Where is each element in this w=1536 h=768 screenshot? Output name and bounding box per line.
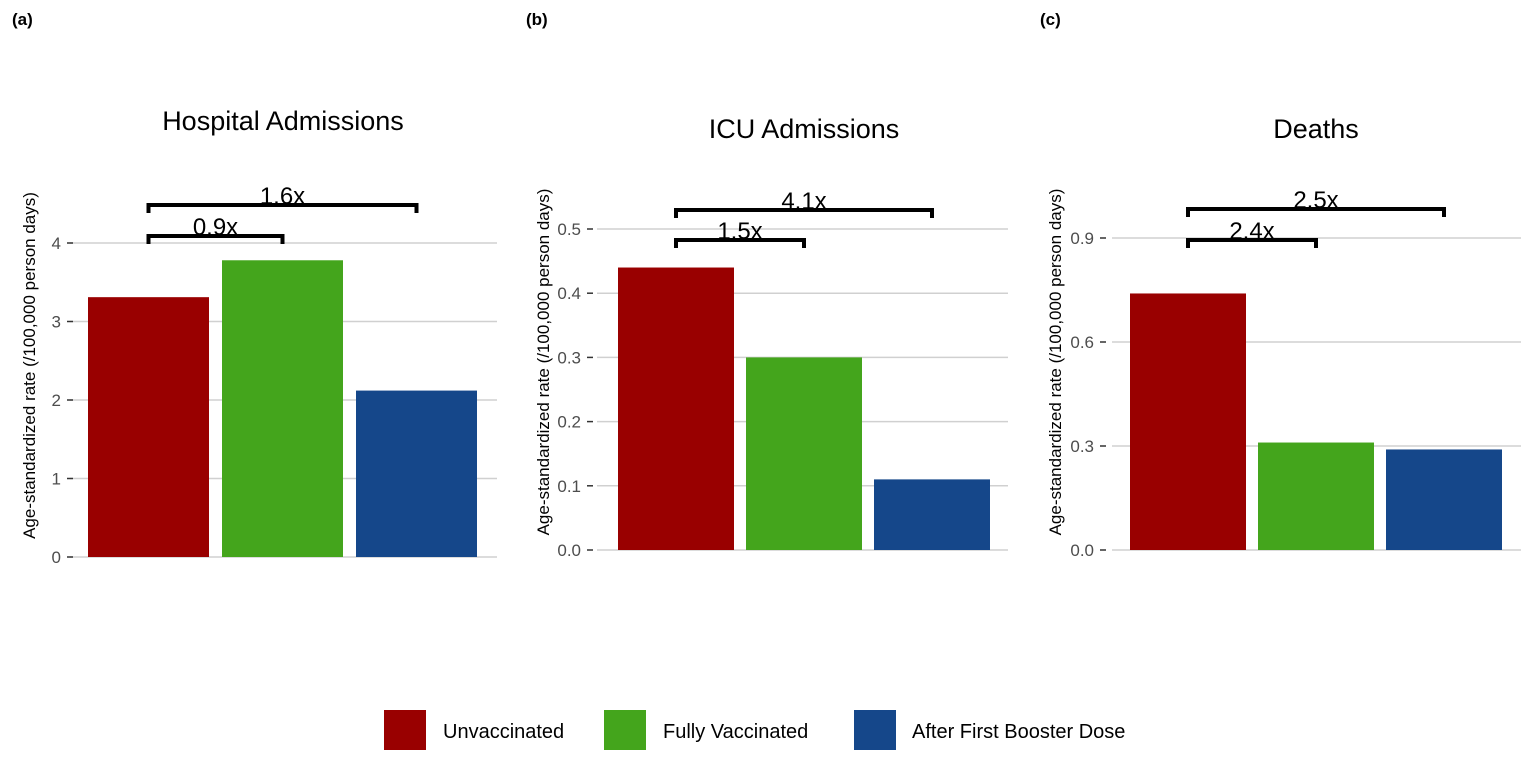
legend-label: Unvaccinated [443,721,564,743]
comparison-label: 2.4x [1229,218,1274,245]
panel-c: (c) Deaths Age-standardized rate (/100,000… [1040,10,1521,560]
y-tick-label: 0.0 [557,541,581,560]
bar-after-first-booster-dose [874,479,990,550]
bar-after-first-booster-dose [356,390,477,557]
bar-after-first-booster-dose [1386,449,1502,550]
legend-swatch [384,710,426,750]
comparison-bracket [146,203,419,213]
y-tick-label: 4 [52,234,61,253]
legend-label: Fully Vaccinated [663,721,808,743]
y-axis-label: Age-standardized rate (/100,000 person d… [534,189,553,536]
y-tick-label: 0.5 [557,220,581,239]
y-tick-label: 0.6 [1070,333,1094,352]
comparison-label: 1.6x [260,183,305,210]
bar-fully-vaccinated [1258,442,1374,550]
panel-title: Deaths [1273,114,1359,144]
legend-swatch [604,710,646,750]
comparison-label: 4.1x [781,188,826,215]
panel-title: ICU Admissions [709,114,900,144]
comparison-label: 1.5x [717,218,762,245]
comparison-bracket [674,208,934,218]
comparison-label: 0.9x [193,214,238,241]
y-axis-label: Age-standardized rate (/100,000 person d… [1046,189,1065,536]
y-tick-label: 0.9 [1070,229,1094,248]
bar-unvaccinated [1130,293,1246,550]
comparison-bracket [1186,207,1446,217]
comparison-bracket [674,238,806,248]
y-tick-label: 0.0 [1070,541,1094,560]
y-tick-label: 0.3 [1070,437,1094,456]
panel-label: (a) [12,10,33,29]
y-tick-label: 0 [52,548,61,567]
panel-label: (c) [1040,10,1061,29]
y-tick-label: 2 [52,391,61,410]
y-tick-label: 0.3 [557,348,581,367]
y-tick-label: 1 [52,470,61,489]
panel-title: Hospital Admissions [162,106,404,136]
y-axis-label: Age-standardized rate (/100,000 person d… [20,192,39,539]
legend-label: After First Booster Dose [912,721,1125,743]
y-tick-label: 0.2 [557,413,581,432]
panel-b: (b) ICU Admissions Age-standardized rate (… [526,10,1008,560]
y-tick-label: 0.4 [557,284,581,303]
comparison-label: 2.5x [1293,187,1338,214]
legend: Unvaccinated Fully Vaccinated After First … [384,710,1125,750]
bar-unvaccinated [618,267,734,550]
comparison-bracket [146,234,285,244]
y-tick-label: 3 [52,313,61,332]
comparison-bracket [1186,238,1318,248]
panel-label: (b) [526,10,548,29]
y-tick-label: 0.1 [557,477,581,496]
legend-swatch [854,710,896,750]
bar-fully-vaccinated [222,260,343,557]
panel-a: (a) Hospital Admissions Age-standardized r… [12,10,497,567]
bar-fully-vaccinated [746,357,862,550]
bar-unvaccinated [88,297,209,557]
